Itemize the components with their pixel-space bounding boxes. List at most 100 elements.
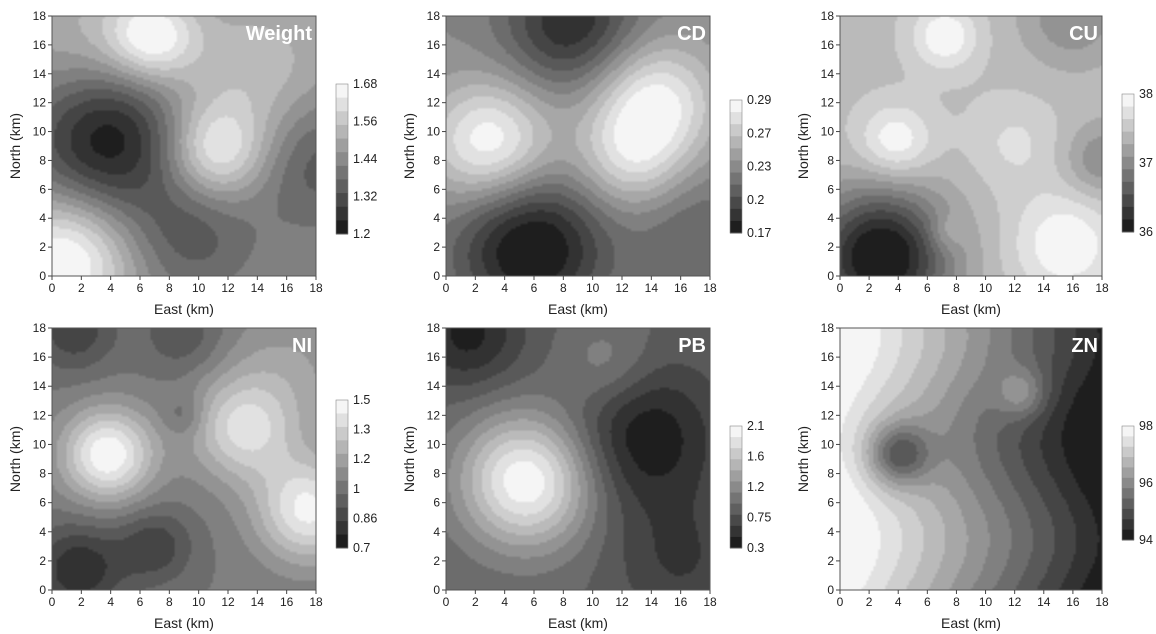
plot-frame: [445, 327, 711, 591]
x-axis-label: East (km): [548, 615, 608, 631]
colorbar-tick-label: 0.86: [353, 511, 377, 525]
x-tick-label: 2: [472, 595, 479, 609]
x-tick-label: 16: [1066, 595, 1080, 609]
y-tick-label: 18: [427, 321, 441, 335]
y-tick-label: 12: [821, 408, 835, 422]
x-tick-label: 12: [221, 595, 235, 609]
colorbar-band: [730, 136, 742, 149]
y-tick-label: 14: [33, 379, 47, 393]
contour-panel-cu: 0 2 4 6 8 10 12 14 16 18 0 2 4 6 8 10 12 14 16 18 East (km) N…: [795, 9, 1153, 317]
colorbar-band: [336, 193, 348, 208]
y-axis-label: North (km): [401, 113, 417, 179]
x-tick-label: 12: [1008, 281, 1022, 295]
panel-title: Weight: [246, 23, 313, 45]
x-tick-label: 14: [251, 595, 265, 609]
colorbar-tick-label: 1.44: [353, 152, 377, 166]
x-tick-label: 8: [953, 595, 960, 609]
colorbar-band: [730, 459, 742, 471]
contour-panel-weight: 0 2 4 6 8 10 12 14 16 18 0 2 4 6 8 10 12 14 16 18 East (km) N…: [7, 9, 377, 317]
contour-field: [840, 16, 1102, 276]
colorbar: 1.68 1.56 1.44 1.32 1.2: [335, 77, 377, 241]
x-tick-label: 6: [924, 595, 931, 609]
x-tick-label: 6: [137, 595, 144, 609]
colorbar: 0.29 0.27 0.23 0.2 0.17: [729, 93, 771, 240]
colorbar-band: [336, 165, 348, 180]
colorbar-band: [336, 124, 348, 140]
y-tick-label: 12: [427, 408, 441, 422]
colorbar-band: [1122, 519, 1134, 531]
contour-panel-ni: 0 2 4 6 8 10 12 14 16 18 0 2 4 6 8 10 12 14 16 18 East (km) N…: [7, 321, 377, 631]
y-tick-label: 14: [821, 67, 835, 81]
y-tick-label: 4: [39, 211, 46, 225]
y-tick-label: 8: [433, 467, 440, 481]
colorbar-tick-label: 1.6: [747, 450, 764, 464]
x-tick-label: 10: [586, 595, 600, 609]
plot-frame: [445, 15, 711, 277]
colorbar-tick-label: 0.23: [747, 160, 771, 174]
y-tick-label: 0: [39, 269, 46, 283]
x-tick-label: 10: [586, 281, 600, 295]
x-tick-label: 2: [78, 595, 85, 609]
colorbar-tick-label: 38: [1139, 87, 1153, 101]
panel-title: ZN: [1071, 335, 1098, 357]
colorbar-band: [1122, 206, 1134, 220]
colorbar-band: [336, 179, 348, 194]
colorbar-frame: [729, 99, 743, 234]
colorbar-tick-label: 1.56: [353, 115, 377, 129]
colorbar-band: [336, 206, 348, 221]
colorbar-band: [1122, 106, 1134, 120]
x-tick-label: 12: [615, 281, 629, 295]
x-tick-label: 16: [674, 281, 688, 295]
colorbar-band: [730, 514, 742, 527]
colorbar-band: [1122, 219, 1134, 233]
colorbar-tick-label: 0.17: [747, 226, 771, 240]
y-tick-label: 4: [39, 525, 46, 539]
colorbar-tick-label: 0.27: [747, 126, 771, 140]
colorbar-band: [1122, 131, 1134, 145]
y-tick-label: 12: [427, 96, 441, 110]
panel-title: PB: [678, 335, 706, 357]
colorbar-tick-label: 1.5: [353, 393, 370, 407]
colorbar-tick-label: 36: [1139, 225, 1153, 239]
y-tick-label: 18: [821, 321, 835, 335]
y-tick-label: 16: [427, 38, 441, 52]
x-tick-label: 10: [192, 281, 206, 295]
x-axis-label: East (km): [941, 615, 1001, 631]
colorbar-band: [730, 124, 742, 137]
x-tick-label: 12: [1008, 595, 1022, 609]
colorbar-band: [730, 112, 742, 125]
y-tick-label: 6: [433, 182, 440, 196]
x-tick-label: 6: [924, 281, 931, 295]
y-tick-label: 14: [821, 379, 835, 393]
x-tick-label: 4: [107, 281, 114, 295]
colorbar-tick-label: 1.2: [747, 480, 764, 494]
colorbar-tick-label: 1.3: [353, 423, 370, 437]
colorbar-tick-label: 1: [353, 482, 360, 496]
x-tick-label: 8: [166, 281, 173, 295]
plot-frame: [839, 327, 1103, 591]
x-tick-label: 8: [166, 595, 173, 609]
colorbar-frame: [1121, 93, 1135, 233]
x-tick-label: 8: [953, 281, 960, 295]
y-tick-label: 6: [827, 496, 834, 510]
colorbar-tick-label: 1.68: [353, 77, 377, 91]
colorbar-band: [730, 220, 742, 234]
panel-title: CD: [677, 23, 706, 45]
y-axis-label: North (km): [795, 426, 811, 492]
panel-title: NI: [292, 335, 312, 357]
x-tick-label: 18: [309, 281, 323, 295]
colorbar-band: [730, 100, 742, 113]
colorbar-band: [730, 148, 742, 161]
colorbar-band: [730, 481, 742, 494]
y-tick-label: 10: [821, 125, 835, 139]
x-tick-label: 4: [501, 595, 508, 609]
colorbar-band: [336, 521, 348, 536]
y-tick-label: 4: [827, 211, 834, 225]
y-tick-label: 2: [827, 240, 834, 254]
colorbar-band: [1122, 436, 1134, 448]
colorbar-band: [1122, 194, 1134, 208]
y-tick-label: 14: [427, 67, 441, 81]
contour-field: [446, 328, 710, 590]
y-tick-label: 16: [33, 38, 47, 52]
